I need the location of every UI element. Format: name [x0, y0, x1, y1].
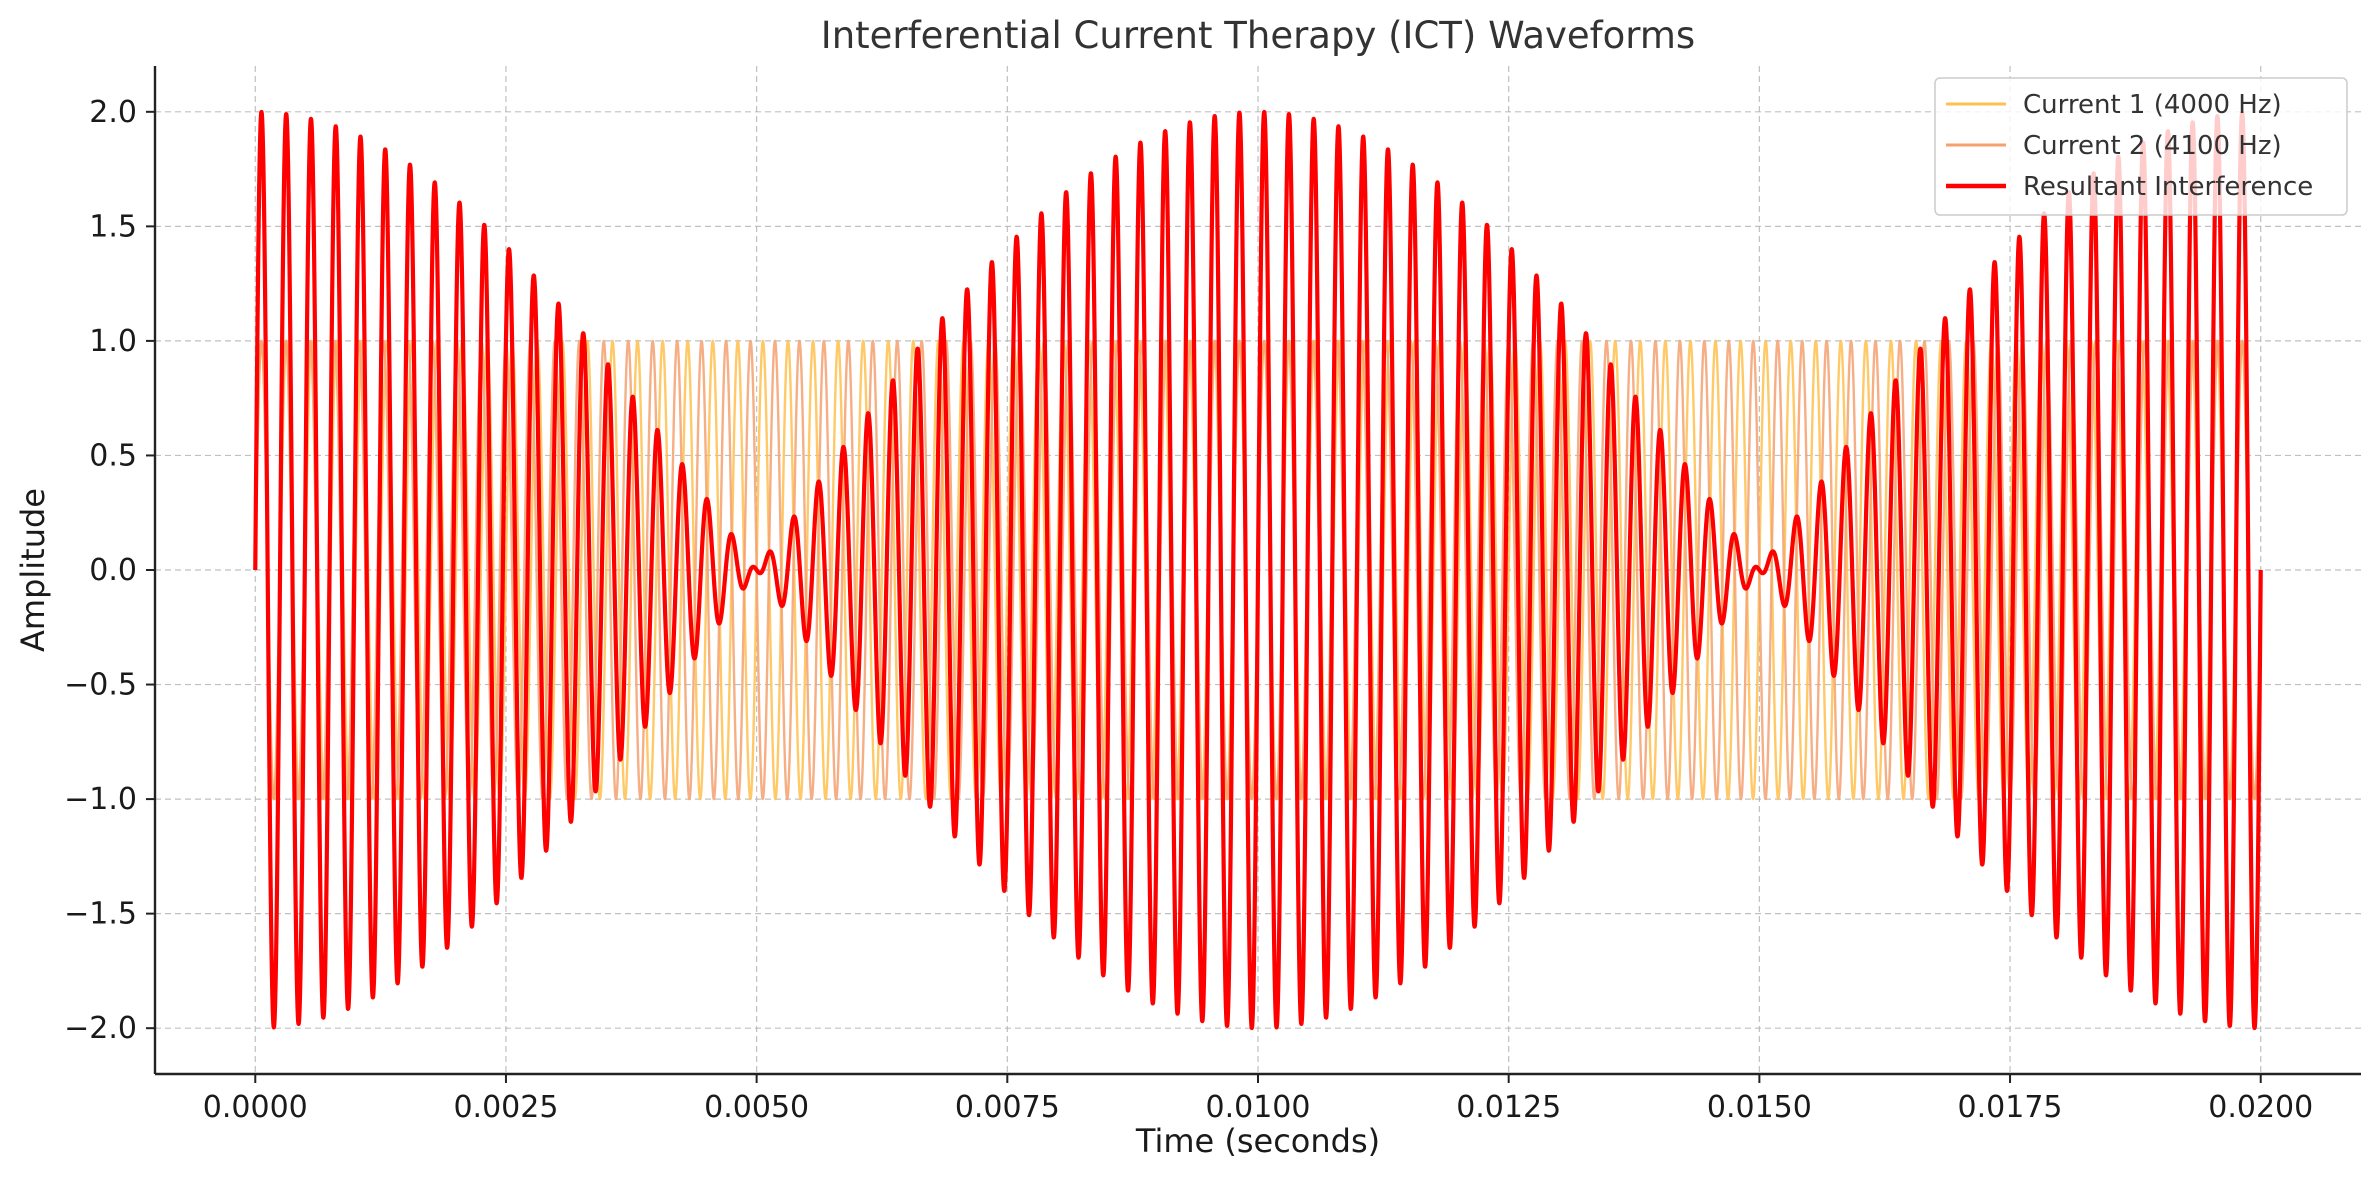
x-tick-label: 0.0200 — [2208, 1090, 2313, 1125]
y-tick-label: −1.0 — [64, 782, 137, 817]
y-tick-label: −1.5 — [64, 897, 137, 932]
x-tick-label: 0.0100 — [1206, 1090, 1311, 1125]
legend-label-1: Current 1 (4000 Hz) — [2023, 90, 2282, 120]
x-ticks: 0.0000 0.0025 0.0050 0.0075 0.0100 0.0125 0.01… — [203, 1074, 2313, 1125]
y-tick-label: 0.0 — [89, 553, 137, 588]
legend-box — [1934, 77, 2348, 216]
y-tick-label: 1.5 — [89, 209, 137, 244]
legend: Current 1 (4000 Hz) Current 2 (4100 Hz) Re… — [1934, 77, 2348, 216]
y-tick-label: 0.5 — [89, 438, 137, 473]
y-ticks: 2.0 1.5 1.0 0.5 0.0 −0.5 −1.0 −1.5 −2.0 — [64, 95, 155, 1046]
chart-title: Interferential Current Therapy (ICT) Wav… — [821, 14, 1695, 57]
x-tick-label: 0.0175 — [1958, 1090, 2063, 1125]
x-tick-label: 0.0025 — [453, 1090, 558, 1125]
y-tick-label: 2.0 — [89, 95, 137, 130]
legend-label-3: Resultant Interference — [2023, 172, 2313, 202]
y-tick-label: 1.0 — [89, 324, 137, 359]
x-tick-label: 0.0150 — [1707, 1090, 1812, 1125]
legend-label-2: Current 2 (4100 Hz) — [2023, 131, 2282, 161]
series-line-3 — [253, 109, 2263, 1031]
x-tick-label: 0.0050 — [704, 1090, 809, 1125]
series-layer — [253, 109, 2263, 1031]
y-axis-title: Amplitude — [14, 488, 52, 652]
y-tick-label: −2.0 — [64, 1011, 137, 1046]
y-tick-label: −0.5 — [64, 668, 137, 703]
x-tick-label: 0.0125 — [1456, 1090, 1561, 1125]
x-axis-title: Time (seconds) — [1135, 1122, 1380, 1160]
x-tick-label: 0.0000 — [203, 1090, 308, 1125]
x-tick-label: 0.0075 — [955, 1090, 1060, 1125]
